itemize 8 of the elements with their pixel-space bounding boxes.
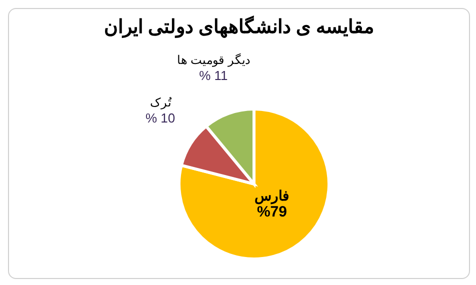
- data-label: %79: [256, 204, 287, 221]
- chart-title: مقایسه ی دانشگاههای دولتی ایران: [102, 15, 376, 39]
- data-label: % 10: [146, 110, 176, 126]
- slice-label: دیگر قومیت ها: [177, 53, 250, 68]
- slice-label: تُرک: [150, 96, 172, 110]
- slice-label: فارس: [254, 188, 290, 205]
- pie-slice: [178, 108, 330, 260]
- data-label: % 11: [199, 68, 228, 84]
